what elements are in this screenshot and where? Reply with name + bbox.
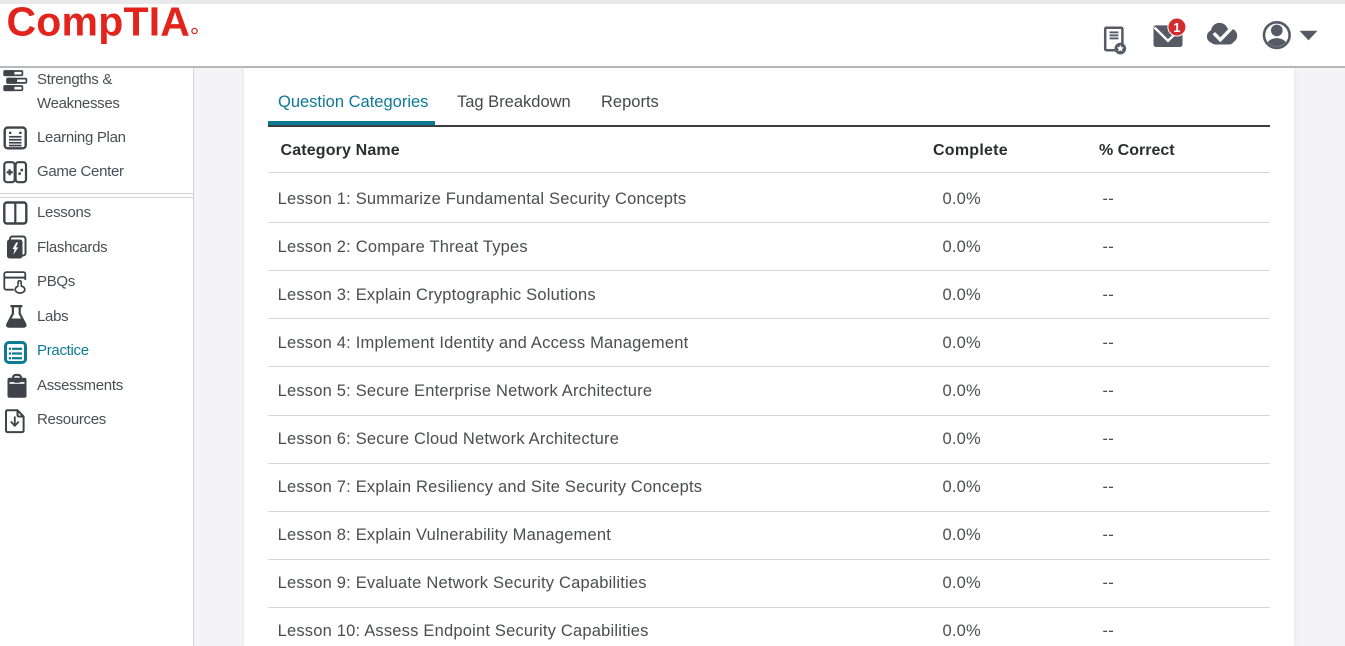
svg-text:1: 1 — [1173, 20, 1180, 35]
svg-text:CompTIA: CompTIA — [7, 0, 191, 45]
